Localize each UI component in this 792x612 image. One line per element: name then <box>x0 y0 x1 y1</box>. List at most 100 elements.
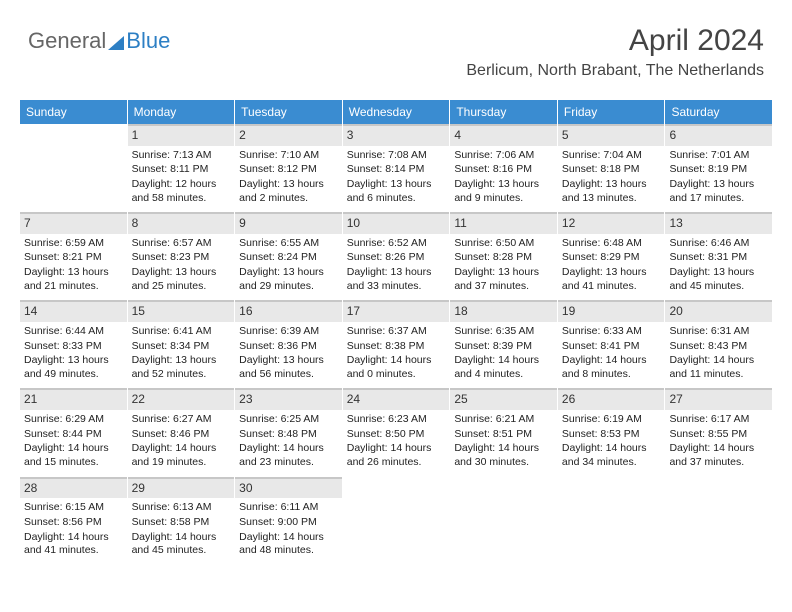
sunrise-text: Sunrise: 6:55 AM <box>239 237 338 251</box>
sunset-text: Sunset: 8:14 PM <box>347 163 446 177</box>
sunrise-text: Sunrise: 6:37 AM <box>347 325 446 339</box>
day-cell: 15 Sunrise: 6:41 AMSunset: 8:34 PMDayligh… <box>128 300 236 388</box>
title-block: April 2024 Berlicum, North Brabant, The … <box>466 24 764 80</box>
sunset-text: Sunset: 8:36 PM <box>239 340 338 354</box>
day-number: 27 <box>665 388 772 410</box>
day-cell: 26Sunrise: 6:19 AMSunset: 8:53 PMDayligh… <box>558 388 666 476</box>
day-number: 8 <box>128 212 235 234</box>
sunset-text: Sunset: 8:16 PM <box>454 163 553 177</box>
logo: General Blue <box>28 28 170 54</box>
sunrise-text: Sunrise: 6:41 AM <box>132 325 231 339</box>
logo-text-general: General <box>28 28 106 54</box>
sunrise-text: Sunrise: 6:25 AM <box>239 413 338 427</box>
sunset-text: Sunset: 8:51 PM <box>454 428 553 442</box>
day-cell: 13Sunrise: 6:46 AMSunset: 8:31 PMDayligh… <box>665 212 772 300</box>
sunrise-text: Sunrise: 6:57 AM <box>132 237 231 251</box>
day-number: 14 <box>20 300 127 322</box>
daylight-text: Daylight: 13 hours and 52 minutes. <box>132 354 231 381</box>
week-row: 21Sunrise: 6:29 AMSunset: 8:44 PMDayligh… <box>20 388 772 476</box>
sunrise-text: Sunrise: 6:33 AM <box>562 325 661 339</box>
daylight-text: Daylight: 13 hours and 37 minutes. <box>454 266 553 293</box>
sunrise-text: Sunrise: 7:10 AM <box>239 149 338 163</box>
day-number: 19 <box>558 300 665 322</box>
sunset-text: Sunset: 8:19 PM <box>669 163 768 177</box>
weekday-header: Friday <box>558 100 666 124</box>
day-cell: 7Sunrise: 6:59 AMSunset: 8:21 PMDaylight… <box>20 212 128 300</box>
weekday-header: Tuesday <box>235 100 343 124</box>
daylight-text: Daylight: 14 hours and 45 minutes. <box>132 531 231 558</box>
daylight-text: Daylight: 13 hours and 13 minutes. <box>562 178 661 205</box>
location-subtitle: Berlicum, North Brabant, The Netherlands <box>466 62 764 80</box>
day-number: 18 <box>450 300 557 322</box>
day-cell: 19 Sunrise: 6:33 AMSunset: 8:41 PMDayligh… <box>558 300 666 388</box>
daylight-text: Daylight: 14 hours and 4 minutes. <box>454 354 553 381</box>
sunset-text: Sunset: 8:34 PM <box>132 340 231 354</box>
week-row: 1Sunrise: 7:13 AMSunset: 8:11 PMDaylight… <box>20 124 772 212</box>
sunset-text: Sunset: 8:44 PM <box>24 428 123 442</box>
sunset-text: Sunset: 9:00 PM <box>239 516 338 530</box>
day-cell: 11Sunrise: 6:50 AMSunset: 8:28 PMDayligh… <box>450 212 558 300</box>
day-cell <box>450 477 558 565</box>
daylight-text: Daylight: 13 hours and 56 minutes. <box>239 354 338 381</box>
day-number: 22 <box>128 388 235 410</box>
day-cell: 3Sunrise: 7:08 AMSunset: 8:14 PMDaylight… <box>343 124 451 212</box>
sunrise-text: Sunrise: 6:19 AM <box>562 413 661 427</box>
day-cell: 25 Sunrise: 6:21 AMSunset: 8:51 PMDayligh… <box>450 388 558 476</box>
day-cell: 1Sunrise: 7:13 AMSunset: 8:11 PMDaylight… <box>128 124 236 212</box>
day-cell: 8 Sunrise: 6:57 AMSunset: 8:23 PMDaylight… <box>128 212 236 300</box>
daylight-text: Daylight: 13 hours and 9 minutes. <box>454 178 553 205</box>
day-number: 20 <box>665 300 772 322</box>
daylight-text: Daylight: 13 hours and 25 minutes. <box>132 266 231 293</box>
daylight-text: Daylight: 14 hours and 23 minutes. <box>239 442 338 469</box>
sunset-text: Sunset: 8:46 PM <box>132 428 231 442</box>
weekday-header: Wednesday <box>343 100 451 124</box>
daylight-text: Daylight: 13 hours and 2 minutes. <box>239 178 338 205</box>
day-number: 17 <box>343 300 450 322</box>
day-cell: 29Sunrise: 6:13 AMSunset: 8:58 PMDayligh… <box>128 477 236 565</box>
weekday-header: Saturday <box>665 100 772 124</box>
sunset-text: Sunset: 8:18 PM <box>562 163 661 177</box>
sunrise-text: Sunrise: 6:13 AM <box>132 501 231 515</box>
daylight-text: Daylight: 13 hours and 6 minutes. <box>347 178 446 205</box>
day-number: 15 <box>128 300 235 322</box>
sunrise-text: Sunrise: 6:35 AM <box>454 325 553 339</box>
sunset-text: Sunset: 8:24 PM <box>239 251 338 265</box>
sunset-text: Sunset: 8:50 PM <box>347 428 446 442</box>
daylight-text: Daylight: 13 hours and 49 minutes. <box>24 354 123 381</box>
sunset-text: Sunset: 8:39 PM <box>454 340 553 354</box>
sunrise-text: Sunrise: 6:44 AM <box>24 325 123 339</box>
day-cell: 16Sunrise: 6:39 AMSunset: 8:36 PMDayligh… <box>235 300 343 388</box>
day-cell <box>665 477 772 565</box>
day-number: 21 <box>20 388 127 410</box>
sunrise-text: Sunrise: 7:13 AM <box>132 149 231 163</box>
day-cell: 6Sunrise: 7:01 AMSunset: 8:19 PMDaylight… <box>665 124 772 212</box>
day-cell: 10Sunrise: 6:52 AMSunset: 8:26 PMDayligh… <box>343 212 451 300</box>
sunset-text: Sunset: 8:55 PM <box>669 428 768 442</box>
daylight-text: Daylight: 14 hours and 11 minutes. <box>669 354 768 381</box>
daylight-text: Daylight: 13 hours and 45 minutes. <box>669 266 768 293</box>
daylight-text: Daylight: 14 hours and 48 minutes. <box>239 531 338 558</box>
sunrise-text: Sunrise: 6:21 AM <box>454 413 553 427</box>
day-number: 28 <box>20 477 127 499</box>
day-number: 9 <box>235 212 342 234</box>
sunrise-text: Sunrise: 6:11 AM <box>239 501 338 515</box>
sunset-text: Sunset: 8:41 PM <box>562 340 661 354</box>
daylight-text: Daylight: 13 hours and 21 minutes. <box>24 266 123 293</box>
daylight-text: Daylight: 14 hours and 8 minutes. <box>562 354 661 381</box>
sunset-text: Sunset: 8:38 PM <box>347 340 446 354</box>
day-cell: 28Sunrise: 6:15 AMSunset: 8:56 PMDayligh… <box>20 477 128 565</box>
sunset-text: Sunset: 8:48 PM <box>239 428 338 442</box>
day-cell: 4Sunrise: 7:06 AMSunset: 8:16 PMDaylight… <box>450 124 558 212</box>
day-number: 26 <box>558 388 665 410</box>
day-number: 5 <box>558 124 665 146</box>
day-number: 29 <box>128 477 235 499</box>
sunset-text: Sunset: 8:23 PM <box>132 251 231 265</box>
day-cell: 21Sunrise: 6:29 AMSunset: 8:44 PMDayligh… <box>20 388 128 476</box>
day-number: 2 <box>235 124 342 146</box>
day-number: 25 <box>450 388 557 410</box>
day-number: 10 <box>343 212 450 234</box>
daylight-text: Daylight: 14 hours and 0 minutes. <box>347 354 446 381</box>
daylight-text: Daylight: 14 hours and 30 minutes. <box>454 442 553 469</box>
sunset-text: Sunset: 8:29 PM <box>562 251 661 265</box>
day-number: 12 <box>558 212 665 234</box>
